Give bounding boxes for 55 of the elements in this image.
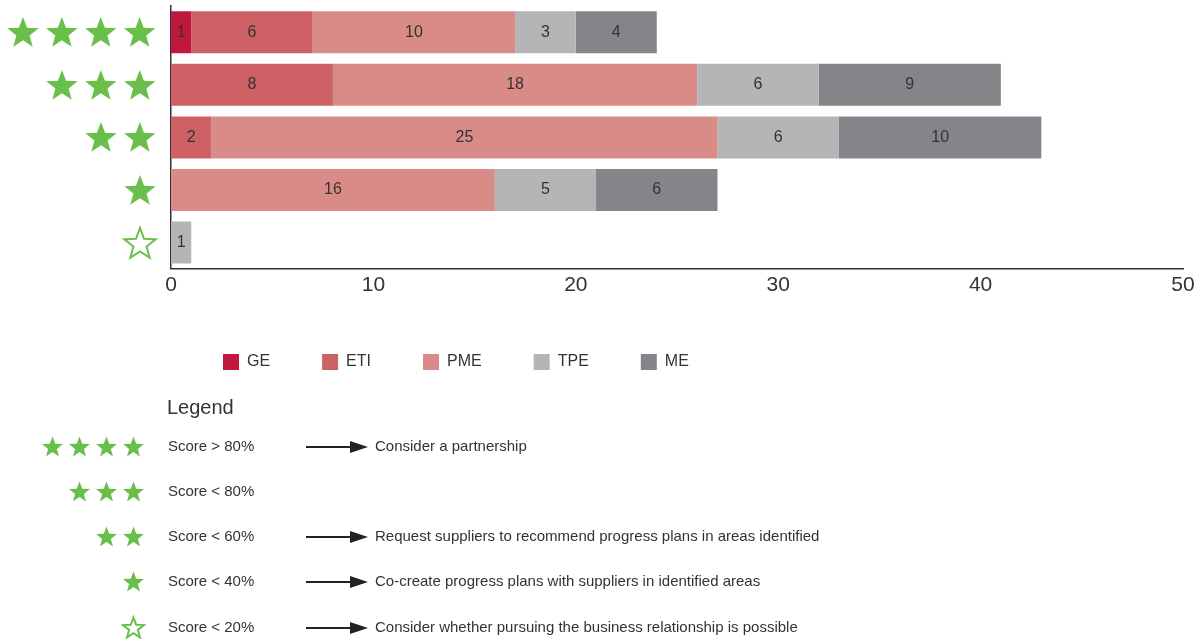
x-tick-label: 30 [766,272,790,296]
bar [838,116,1042,159]
data-label: 6 [753,75,763,93]
data-label: 25 [455,127,474,145]
bar [596,168,718,211]
bar [717,116,839,159]
x-tick-label: 40 [968,272,993,296]
bar [575,11,657,54]
text: Score > 80% [168,437,255,454]
text: Consider whether pursuing the business relationship is possible [375,618,798,635]
bar [818,63,1001,106]
bar [171,11,192,54]
data-label: 5 [540,180,550,198]
data-label: 1 [176,22,186,40]
bar [312,11,516,54]
x-tick-label: 0 [165,272,177,296]
bar [697,63,819,106]
bar [211,116,718,159]
text: Score < 60% [168,527,255,544]
text: Score < 80% [168,482,255,499]
text: Consider a partnership [375,437,527,454]
bar [171,116,212,159]
data-label: 8 [247,75,257,93]
data-label: 9 [905,75,915,93]
data-label: 3 [540,22,550,40]
data-label: 16 [324,180,342,198]
bar [332,63,698,106]
legend-label: GE [247,352,271,370]
legend-label: ME [664,352,689,370]
data-label: 10 [404,22,423,40]
x-tick-label: 50 [1171,272,1195,296]
legend-label: PME [447,352,482,370]
x-tick-label: 10 [361,272,386,296]
text: Co-create progress plans with suppliers in identified areas [375,572,761,589]
data-label: 1 [176,232,186,250]
data-label: 2 [186,127,196,145]
bar [191,11,313,54]
data-label: 10 [931,127,950,145]
legend-label: ETI [346,352,372,370]
data-label: 4 [611,22,621,40]
data-label: 6 [247,22,257,40]
text: Request suppliers to recommend progress plans in areas identified [375,527,820,544]
legend-label: TPE [557,352,589,370]
bar [171,63,333,106]
x-tick-label: 20 [564,272,588,296]
bar [494,168,597,211]
text: Score < 20% [168,618,255,635]
text: Score < 40% [168,572,255,589]
bar [515,11,576,54]
data-label: 6 [773,127,783,145]
data-label: 6 [652,180,662,198]
bar [171,221,192,264]
text: Legend [167,396,234,419]
bar [171,168,495,211]
data-label: 18 [506,75,525,93]
